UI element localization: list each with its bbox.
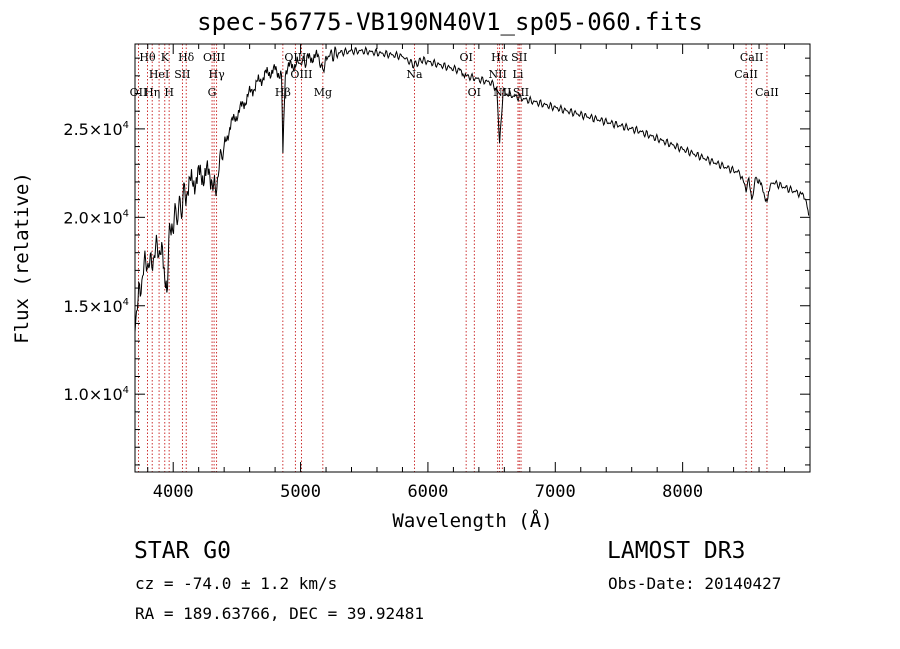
y-tick-label: 2.0×104 xyxy=(63,208,129,227)
survey-name: LAMOST DR3 xyxy=(607,538,746,564)
x-tick-label: 6000 xyxy=(407,482,448,502)
line-label: CaII xyxy=(734,68,758,81)
line-label: CaII xyxy=(740,51,764,64)
line-label: NII xyxy=(489,68,507,81)
x-tick-label: 5000 xyxy=(280,482,321,502)
line-label: Hη xyxy=(144,86,160,99)
sky-coordinates: RA = 189.63766, DEC = 39.92481 xyxy=(135,604,424,623)
x-tick-label: 7000 xyxy=(535,482,576,502)
y-axis-label: Flux (relative) xyxy=(11,172,33,344)
y-tick-label: 1.5×104 xyxy=(63,297,129,316)
x-tick-label: 8000 xyxy=(662,482,703,502)
line-label: OI xyxy=(459,51,472,64)
line-label: HeI xyxy=(149,68,169,81)
line-label: SII xyxy=(174,68,190,81)
line-label: Hδ xyxy=(178,51,195,64)
line-label: SII xyxy=(511,51,527,64)
chart-title: spec-56775-VB190N40V1_sp05-060.fits xyxy=(197,8,703,36)
y-tick-label: 2.5×104 xyxy=(63,120,129,139)
line-label: G xyxy=(208,86,217,99)
line-label: NII xyxy=(493,86,511,99)
spectrum-series xyxy=(134,45,810,333)
line-label: K xyxy=(161,51,170,64)
line-label: Hα xyxy=(491,51,509,64)
x-axis-label: Wavelength (Å) xyxy=(392,510,553,532)
line-label: Hγ xyxy=(209,68,226,81)
redshift-value: cz = -74.0 ± 1.2 km/s xyxy=(135,574,338,593)
x-tick-label: 4000 xyxy=(153,482,194,502)
line-label: OIII xyxy=(290,68,312,81)
object-class: STAR G0 xyxy=(134,538,231,564)
line-label: OI xyxy=(468,86,481,99)
y-tick-label: 1.0×104 xyxy=(63,385,129,404)
line-label: H xyxy=(164,86,174,99)
plot-frame xyxy=(134,43,811,473)
line-label: Li xyxy=(513,68,524,81)
observation-date: Obs-Date: 20140427 xyxy=(608,574,782,593)
line-label: OII xyxy=(130,86,148,99)
line-label: SII xyxy=(513,86,529,99)
line-label: Hθ xyxy=(139,51,156,64)
line-label: Hβ xyxy=(275,86,291,99)
line-label: Na xyxy=(406,68,423,81)
line-label: CaII xyxy=(755,86,779,99)
line-label: OIII xyxy=(284,51,306,64)
line-label: OIII xyxy=(203,51,225,64)
line-label: Mg xyxy=(314,86,332,99)
